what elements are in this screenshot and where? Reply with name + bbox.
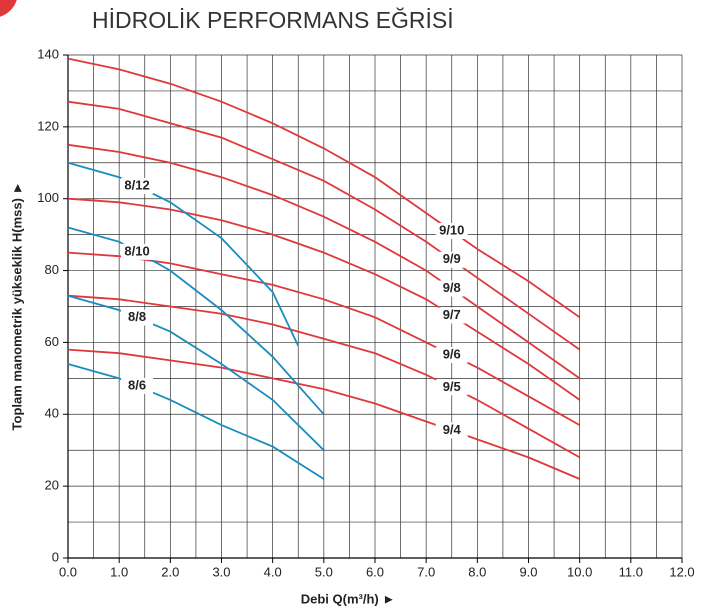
label-bg (435, 251, 468, 268)
curve-label: 9/5 (443, 379, 461, 394)
label-bg (435, 223, 468, 240)
x-tick-label: 7.0 (417, 564, 435, 579)
label-bg (121, 309, 154, 326)
y-tick-label: 40 (45, 406, 59, 421)
y-tick-label: 0 (52, 549, 59, 564)
label-bg (435, 422, 468, 439)
x-tick-label: 3.0 (212, 564, 230, 579)
curve-label: 8/12 (124, 177, 149, 192)
curve-label: 8/8 (128, 309, 146, 324)
curve (67, 197, 581, 401)
curve-label: 9/4 (443, 422, 462, 437)
x-tick-label: 4.0 (264, 564, 282, 579)
chart-title: HİDROLİK PERFORMANS EĞRİSİ (92, 7, 454, 33)
label-bg (435, 379, 468, 396)
y-tick-label: 20 (45, 478, 59, 493)
label-bg (435, 347, 468, 364)
curve (67, 348, 581, 480)
corner-badge (0, 0, 17, 17)
x-tick-label: 0.0 (59, 564, 77, 579)
x-tick-label: 11.0 (619, 564, 643, 579)
y-tick-label: 140 (37, 46, 59, 61)
label-bg (121, 377, 154, 394)
x-tick-label: 6.0 (366, 564, 384, 579)
curve (67, 100, 581, 351)
curve (67, 143, 581, 380)
y-axis-label: Toplam manometrik yükseklik H(mss) ► (9, 182, 24, 431)
x-tick-label: 5.0 (315, 564, 333, 579)
x-tick-label: 9.0 (519, 564, 537, 579)
curve-label: 9/7 (443, 307, 461, 322)
curve-label: 9/6 (443, 346, 461, 361)
label-bg (435, 307, 468, 324)
x-tick-label: 8.0 (468, 564, 486, 579)
curve-label: 8/10 (124, 243, 149, 258)
y-tick-label: 80 (45, 262, 59, 277)
y-tick-label: 120 (37, 118, 59, 133)
curve (67, 57, 581, 319)
curve (67, 161, 300, 347)
x-tick-label: 2.0 (161, 564, 179, 579)
curve (67, 294, 581, 459)
x-tick-label: 12.0 (669, 564, 694, 579)
x-axis-label: Debi Q(m³/h) ► (301, 591, 395, 606)
curve (67, 363, 325, 480)
x-tick-label: 10.0 (567, 564, 592, 579)
curve-label: 9/8 (443, 280, 461, 295)
curve-label: 8/6 (128, 377, 146, 392)
curve (67, 226, 325, 415)
x-tick-label: 1.0 (110, 564, 128, 579)
curve-label: 9/10 (439, 222, 464, 237)
label-bg (435, 280, 468, 297)
y-tick-label: 60 (45, 334, 59, 349)
curve (67, 294, 325, 451)
label-bg (121, 177, 154, 194)
y-tick-label: 100 (37, 190, 59, 205)
label-bg (121, 243, 154, 260)
curve-label: 9/9 (443, 251, 461, 266)
